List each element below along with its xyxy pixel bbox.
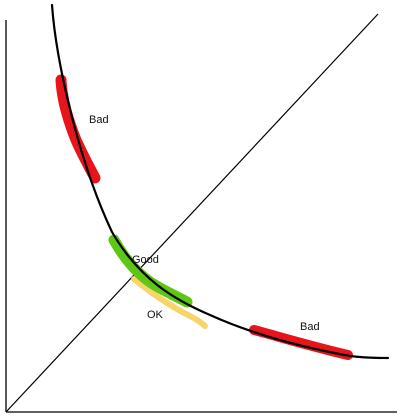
bad-highlight-upper [55, 74, 101, 184]
label-ok: OK [147, 309, 164, 321]
label-good: Good [132, 254, 159, 266]
diagonal-line [5, 13, 379, 413]
good-highlight [108, 234, 193, 308]
label-bad-upper: Bad [89, 114, 109, 126]
convex-curve [50, 3, 390, 360]
bad-highlight-lower [249, 325, 353, 360]
ok-highlight [131, 276, 208, 329]
label-bad-lower: Bad [300, 321, 320, 333]
